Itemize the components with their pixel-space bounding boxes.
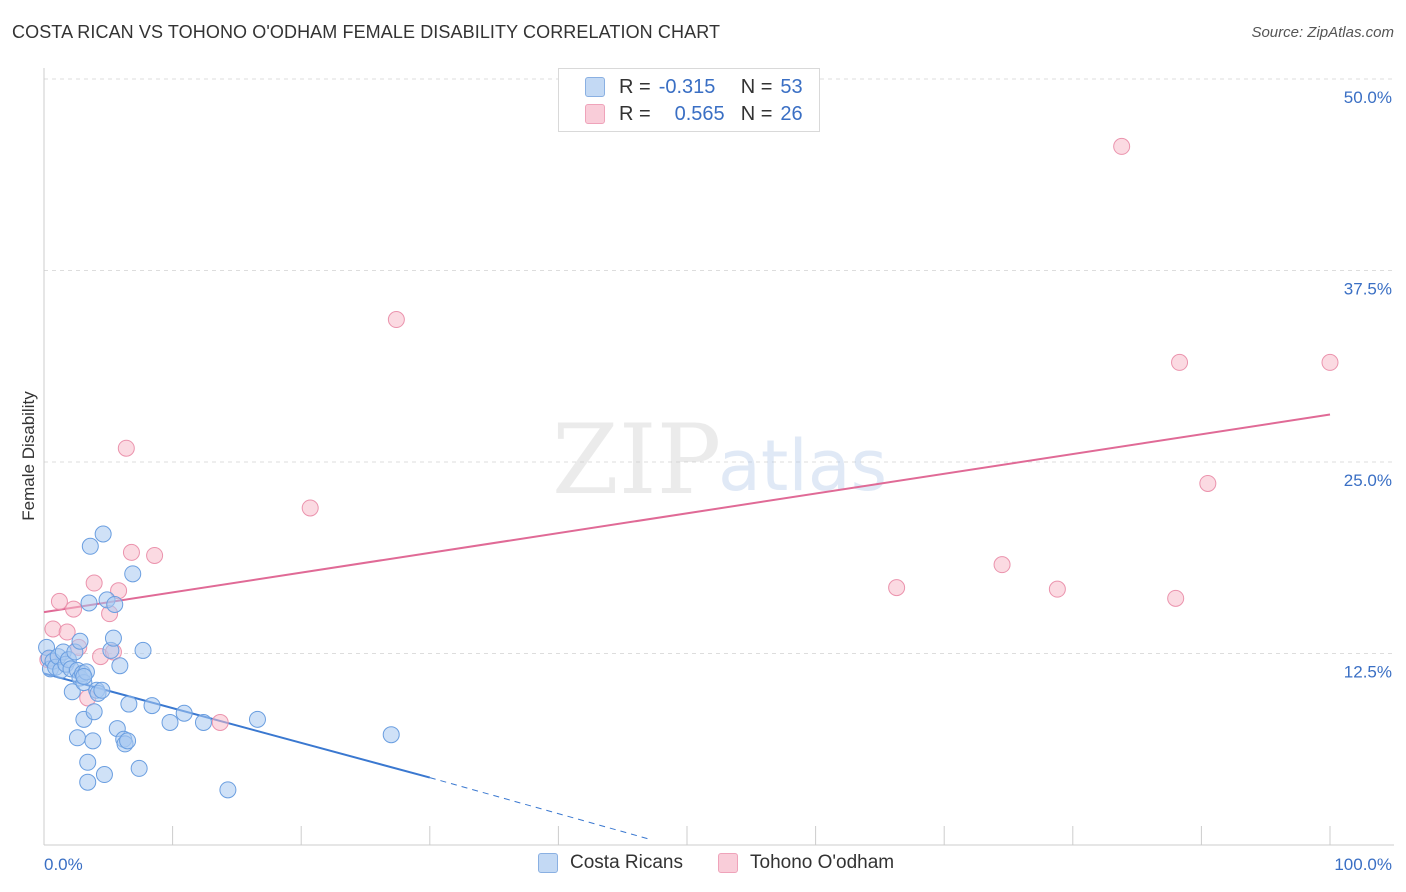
bottom-legend-label-costa: Costa Ricans	[570, 852, 683, 873]
data-point-costa	[175, 704, 193, 722]
legend-row-costa: R = -0.315 N = 53	[585, 75, 803, 99]
data-point-tohono	[1199, 474, 1217, 492]
x-tick-label-max: 100.0%	[1334, 855, 1392, 874]
legend-tohono-r-value: 0.565	[674, 102, 725, 125]
legend-costa-n-value: 53	[780, 75, 803, 98]
data-point-tohono	[122, 543, 140, 561]
data-point-tohono	[146, 546, 164, 564]
data-point-costa	[130, 759, 148, 777]
data-point-costa	[79, 753, 97, 771]
data-point-tohono	[1167, 589, 1185, 607]
y-tick-label: 25.0%	[1344, 471, 1392, 490]
data-point-costa	[161, 713, 179, 731]
data-point-costa	[94, 525, 112, 543]
data-point-tohono	[50, 592, 68, 610]
axes	[43, 68, 1394, 846]
data-point-costa	[93, 681, 111, 699]
watermark-zip: ZIP	[552, 404, 721, 516]
data-point-tohono	[888, 579, 906, 597]
y-tick-label: 50.0%	[1344, 88, 1392, 107]
y-tick-label: 12.5%	[1344, 663, 1392, 682]
y-tick-label: 37.5%	[1344, 280, 1392, 299]
data-point-costa	[80, 594, 98, 612]
y-axis-label: Female Disability	[19, 391, 38, 521]
data-point-costa	[95, 766, 113, 784]
x-tick-label-min: 0.0%	[44, 855, 83, 874]
data-point-costa	[111, 657, 129, 675]
data-point-costa	[68, 729, 86, 747]
data-point-costa	[81, 537, 99, 555]
data-point-tohono	[387, 311, 405, 329]
data-point-costa	[124, 565, 142, 583]
data-point-tohono	[85, 574, 103, 592]
legend-tohono-n-value: 26	[780, 102, 803, 125]
data-point-costa	[194, 713, 212, 731]
data-point-costa	[120, 695, 138, 713]
data-point-tohono	[993, 556, 1011, 574]
data-point-costa	[85, 703, 103, 721]
data-point-costa	[134, 641, 152, 659]
data-point-costa	[248, 710, 266, 728]
data-point-tohono	[1321, 353, 1339, 371]
chart-title: COSTA RICAN VS TOHONO O'ODHAM FEMALE DIS…	[12, 22, 721, 42]
data-point-tohono	[65, 600, 83, 618]
data-point-tohono	[117, 439, 135, 457]
data-point-costa	[119, 732, 137, 750]
x-axis-ticks	[43, 826, 1331, 845]
data-point-tohono	[301, 499, 319, 517]
gridlines	[44, 78, 1394, 654]
bottom-legend-tohono: Tohono O'odham	[718, 852, 894, 874]
legend-tohono-n-label: N =	[740, 102, 773, 125]
bottom-legend-costa: Costa Ricans	[538, 852, 683, 874]
watermark: ZIP atlas	[552, 404, 887, 516]
bottom-legend-swatch-tohono	[718, 853, 738, 873]
data-point-costa	[219, 781, 237, 799]
legend-costa-n-label: N =	[740, 75, 773, 98]
bottom-legend-label-tohono: Tohono O'odham	[750, 852, 895, 873]
series-costa-points	[38, 525, 400, 799]
data-point-costa	[106, 595, 124, 613]
data-point-tohono	[1171, 353, 1189, 371]
data-point-costa	[71, 632, 89, 650]
trend-line-costa-extension	[429, 777, 649, 840]
legend-costa-r-label: R =	[619, 75, 651, 98]
legend-swatch-tohono	[585, 104, 605, 124]
data-point-tohono	[1048, 580, 1066, 598]
legend-row-tohono: R = 0.565 N = 26	[585, 102, 803, 126]
data-point-costa	[143, 697, 161, 715]
data-point-tohono	[1113, 137, 1131, 155]
data-point-costa	[382, 726, 400, 744]
data-point-costa	[84, 732, 102, 750]
y-tick-labels: 12.5% 25.0% 37.5% 50.0%	[1344, 88, 1392, 682]
data-point-tohono	[211, 713, 229, 731]
data-point-costa	[63, 683, 81, 701]
legend-swatch-costa	[585, 77, 605, 97]
data-point-tohono	[58, 623, 76, 641]
watermark-atlas: atlas	[718, 425, 887, 507]
legend-box: R = -0.315 N = 53 R = 0.565 N = 26	[558, 68, 820, 132]
source-label: Source: ZipAtlas.com	[1251, 24, 1394, 41]
data-point-costa	[75, 667, 93, 685]
bottom-legend-swatch-costa	[538, 853, 558, 873]
legend-costa-r-value: -0.315	[658, 75, 716, 98]
data-point-costa	[79, 773, 97, 791]
data-point-tohono	[44, 620, 62, 638]
legend-tohono-r-label: R =	[619, 102, 651, 125]
trend-line-tohono	[43, 413, 1331, 614]
data-point-costa	[104, 629, 122, 647]
